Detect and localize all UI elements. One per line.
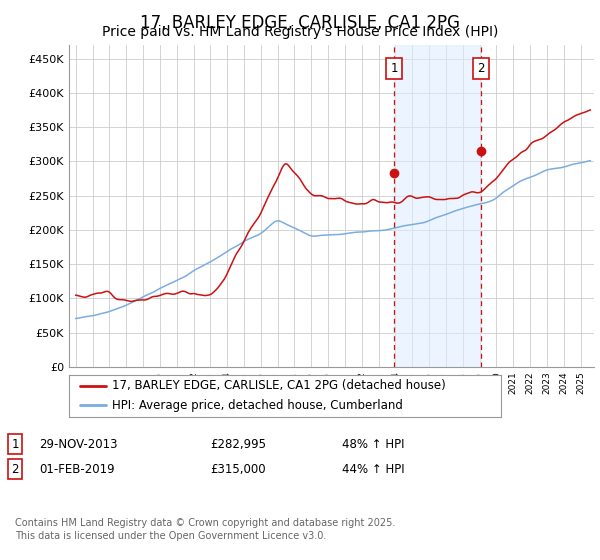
Text: 29-NOV-2013: 29-NOV-2013 xyxy=(39,437,118,451)
Text: £282,995: £282,995 xyxy=(210,437,266,451)
Text: 01-FEB-2019: 01-FEB-2019 xyxy=(39,463,115,476)
Text: 1: 1 xyxy=(11,437,19,451)
Bar xyxy=(394,45,481,367)
Text: 48% ↑ HPI: 48% ↑ HPI xyxy=(342,437,404,451)
Text: 2: 2 xyxy=(477,62,485,75)
Text: Price paid vs. HM Land Registry's House Price Index (HPI): Price paid vs. HM Land Registry's House … xyxy=(102,25,498,39)
Text: 44% ↑ HPI: 44% ↑ HPI xyxy=(342,463,404,476)
Text: 17, BARLEY EDGE, CARLISLE, CA1 2PG (detached house): 17, BARLEY EDGE, CARLISLE, CA1 2PG (deta… xyxy=(112,379,446,392)
Text: HPI: Average price, detached house, Cumberland: HPI: Average price, detached house, Cumb… xyxy=(112,399,403,412)
Text: 17, BARLEY EDGE, CARLISLE, CA1 2PG: 17, BARLEY EDGE, CARLISLE, CA1 2PG xyxy=(140,14,460,32)
Text: Contains HM Land Registry data © Crown copyright and database right 2025.
This d: Contains HM Land Registry data © Crown c… xyxy=(15,517,395,541)
Text: £315,000: £315,000 xyxy=(210,463,266,476)
Text: 2: 2 xyxy=(11,463,19,476)
Text: 1: 1 xyxy=(390,62,398,75)
